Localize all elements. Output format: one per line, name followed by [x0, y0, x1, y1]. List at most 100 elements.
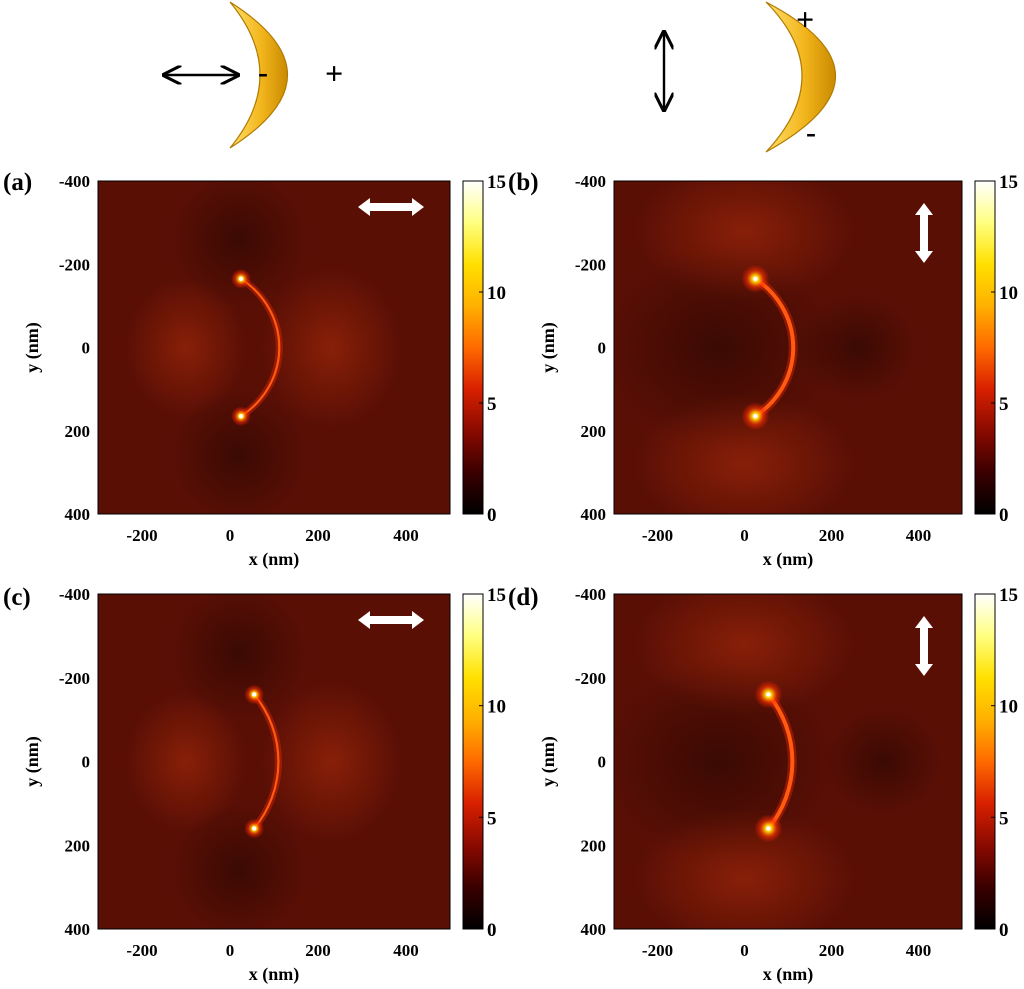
colorbar-tick-label: 0 [999, 920, 1009, 941]
heatmap-field [98, 181, 450, 514]
colorbar-tick-label: 10 [999, 697, 1018, 718]
x-tick-label: 400 [393, 526, 419, 545]
panel-label: (b) [508, 169, 539, 196]
y-tick-label: -400 [59, 585, 90, 604]
x-tick-label: 200 [819, 526, 845, 545]
x-tick-label: 200 [819, 941, 845, 960]
field-lobe [634, 181, 855, 301]
heatmap-panel-a: (a) -200 0 200 400 x (nm) -400 -200 0 200 400 y (nm… [3, 169, 506, 570]
x-tick-label: 200 [305, 941, 331, 960]
field-lobe [614, 661, 839, 862]
x-tick-label: 400 [393, 941, 419, 960]
y-tick-label: -400 [59, 172, 90, 191]
colorbar [974, 593, 996, 930]
y-tick-label: -200 [575, 255, 606, 274]
colorbar [462, 180, 484, 515]
y-tick-label: 200 [65, 836, 91, 855]
horizontal-polarization-indicator [358, 611, 424, 629]
charge-minus-left: - [258, 56, 268, 89]
crescent-moon-right [765, 1, 836, 153]
colorbar-tick-label: 10 [487, 283, 506, 304]
x-axis-label: x (nm) [763, 549, 814, 570]
y-axis-label: y (nm) [22, 322, 43, 373]
y-tick-label: 200 [581, 836, 607, 855]
y-tick-label: 400 [581, 920, 607, 939]
heatmap-field [614, 594, 962, 929]
axes-frame [97, 180, 451, 515]
field-hotspot-core [252, 692, 257, 697]
y-tick-label: -200 [575, 669, 606, 688]
x-axis-label: x (nm) [763, 964, 814, 985]
field-hotspot-core [766, 692, 771, 697]
colorbar-tick-label: 15 [487, 585, 506, 606]
axes-frame [97, 593, 451, 930]
axes-frame [613, 593, 963, 930]
y-tick-label: -400 [575, 585, 606, 604]
field-hotspot-core [753, 276, 758, 282]
y-tick-label: -400 [575, 172, 606, 191]
colorbar-tick-label: 5 [999, 808, 1009, 829]
field-lobe [823, 706, 944, 817]
field-lobe [261, 267, 402, 428]
y-tick-label: 0 [82, 753, 91, 772]
x-tick-label: 0 [740, 526, 749, 545]
heatmap-panel-d: (d) -200 0 200 400 x (nm) -400 -200 0 200 400 y (nm… [508, 584, 1018, 985]
heatmap-panel-b: (b) -200 0 200 400 x (nm) -400 -200 0 200 400 y (nm… [508, 169, 1018, 570]
field-lobe [126, 277, 246, 418]
colorbar [974, 180, 996, 515]
y-axis-label: y (nm) [538, 322, 559, 373]
x-tick-label: -200 [126, 526, 157, 545]
x-tick-label: -200 [642, 526, 673, 545]
x-tick-label: 0 [226, 526, 235, 545]
vertical-polarization-indicator [915, 203, 933, 263]
colorbar-tick-label: 0 [487, 505, 497, 526]
panel-label: (a) [3, 169, 32, 196]
field-lobe [168, 800, 309, 929]
y-tick-label: 0 [82, 339, 91, 358]
colorbar-tick-label: 10 [487, 697, 506, 718]
colorbar-tick-label: 0 [487, 920, 497, 941]
horizontal-polarization-indicator [358, 198, 424, 216]
field-hotspot-core [238, 413, 244, 419]
field-lobe [634, 594, 855, 715]
axes-frame [613, 180, 963, 515]
field-lobe [261, 681, 402, 842]
colorbar-tick-label: 10 [999, 283, 1018, 304]
field-lobe [126, 691, 246, 832]
charge-plus-right: + [796, 1, 814, 37]
heatmap-panels: (a) -200 0 200 400 x (nm) -400 -200 0 200 400 y (nm… [3, 169, 1018, 985]
y-tick-label: 200 [581, 422, 607, 441]
y-axis-label: y (nm) [538, 736, 559, 787]
colorbar-tick-label: 15 [999, 172, 1018, 193]
field-hotspot-core [238, 276, 244, 282]
y-tick-label: -200 [59, 255, 90, 274]
field-lobe [168, 385, 309, 514]
x-tick-label: 0 [740, 941, 749, 960]
heatmap-field [614, 181, 962, 514]
y-tick-label: 200 [65, 422, 91, 441]
field-lobe [168, 181, 309, 310]
x-tick-label: -200 [642, 941, 673, 960]
y-tick-label: -200 [59, 669, 90, 688]
panel-label: (d) [508, 584, 539, 611]
x-tick-label: 0 [226, 941, 235, 960]
vertical-polarization-indicator [915, 616, 933, 676]
colorbar-tick-label: 15 [487, 172, 506, 193]
x-tick-label: 200 [305, 526, 331, 545]
y-tick-label: 0 [598, 339, 607, 358]
field-lobe [168, 594, 309, 723]
panel-label: (c) [3, 584, 31, 611]
x-tick-label: 400 [906, 526, 932, 545]
x-tick-label: 400 [906, 941, 932, 960]
field-lobe [634, 394, 855, 514]
heatmap-panel-c: (c) -200 0 200 400 x (nm) -400 -200 0 200 400 y (nm… [3, 584, 506, 985]
field-lobe [797, 292, 918, 403]
y-tick-label: 400 [581, 505, 607, 524]
field-lobe [634, 808, 855, 929]
crescent-moon-left [229, 1, 289, 149]
x-axis-label: x (nm) [249, 549, 300, 570]
y-tick-label: 0 [598, 753, 607, 772]
heatmap-field [98, 594, 450, 929]
charge-plus-left: + [325, 55, 343, 91]
